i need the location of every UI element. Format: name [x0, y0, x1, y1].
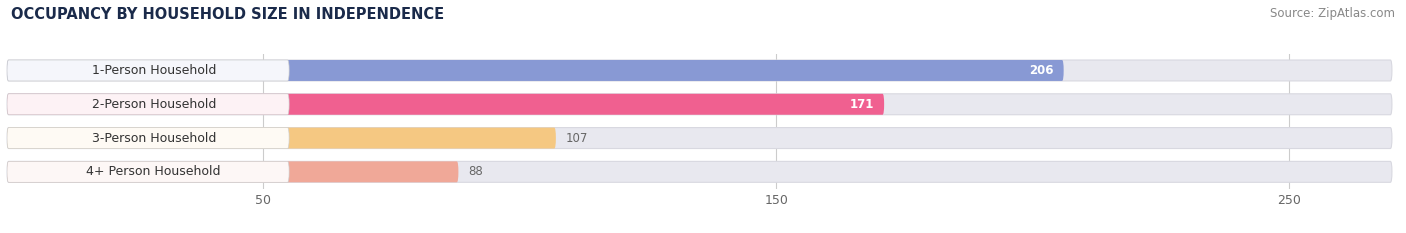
- FancyBboxPatch shape: [7, 161, 1392, 182]
- Text: 206: 206: [1029, 64, 1053, 77]
- FancyBboxPatch shape: [7, 60, 290, 81]
- FancyBboxPatch shape: [7, 94, 884, 115]
- FancyBboxPatch shape: [7, 94, 290, 115]
- Text: 1-Person Household: 1-Person Household: [91, 64, 217, 77]
- FancyBboxPatch shape: [7, 60, 1064, 81]
- FancyBboxPatch shape: [7, 161, 290, 182]
- Text: OCCUPANCY BY HOUSEHOLD SIZE IN INDEPENDENCE: OCCUPANCY BY HOUSEHOLD SIZE IN INDEPENDE…: [11, 7, 444, 22]
- FancyBboxPatch shape: [7, 60, 1392, 81]
- FancyBboxPatch shape: [7, 128, 1392, 148]
- Text: 2-Person Household: 2-Person Household: [91, 98, 217, 111]
- Text: 88: 88: [468, 165, 484, 178]
- FancyBboxPatch shape: [7, 94, 1392, 115]
- Text: Source: ZipAtlas.com: Source: ZipAtlas.com: [1270, 7, 1395, 20]
- Text: 3-Person Household: 3-Person Household: [91, 132, 217, 144]
- FancyBboxPatch shape: [7, 161, 458, 182]
- Text: 4+ Person Household: 4+ Person Household: [87, 165, 221, 178]
- Text: 107: 107: [567, 132, 589, 144]
- Text: 171: 171: [849, 98, 875, 111]
- FancyBboxPatch shape: [7, 128, 290, 148]
- FancyBboxPatch shape: [7, 128, 555, 148]
